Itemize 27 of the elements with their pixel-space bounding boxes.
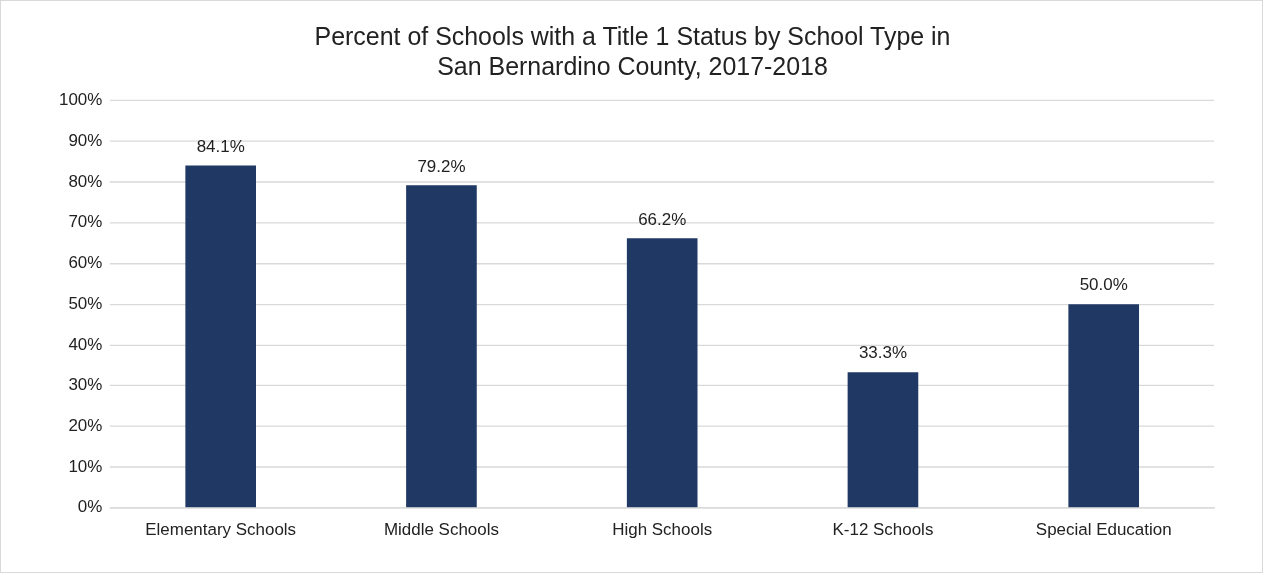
y-tick-label: 100% xyxy=(58,90,103,110)
bar xyxy=(847,372,919,508)
y-tick-label: 80% xyxy=(68,171,103,191)
y-tick-label: 0% xyxy=(77,497,103,517)
x-tick-label: Elementary Schools xyxy=(145,519,297,539)
bar xyxy=(1068,304,1140,508)
x-tick-label: K-12 Schools xyxy=(832,519,934,539)
x-tick-label: Special Education xyxy=(1035,519,1172,539)
y-tick-label: 40% xyxy=(68,334,103,354)
data-label: 79.2% xyxy=(417,156,466,176)
y-tick-label: 60% xyxy=(68,253,103,273)
x-tick-label: High Schools xyxy=(612,519,713,539)
y-tick-label: 10% xyxy=(68,456,103,476)
y-tick-label: 90% xyxy=(68,131,103,151)
y-tick-label: 20% xyxy=(68,416,103,436)
bar xyxy=(626,238,698,508)
bar xyxy=(406,185,477,508)
chart-title: Percent of Schools with a Title 1 Status by School Type in San Bernardino County, 2017-2018 xyxy=(314,21,951,80)
y-tick-label: 30% xyxy=(68,375,103,395)
bar xyxy=(185,165,256,508)
x-tick-label: Middle Schools xyxy=(383,519,499,539)
data-label: 66.2% xyxy=(638,209,687,229)
data-label: 84.1% xyxy=(196,136,245,156)
data-label: 33.3% xyxy=(858,343,907,363)
data-label: 50.0% xyxy=(1079,275,1128,295)
y-tick-label: 50% xyxy=(68,293,103,313)
y-tick-label: 70% xyxy=(68,212,103,232)
